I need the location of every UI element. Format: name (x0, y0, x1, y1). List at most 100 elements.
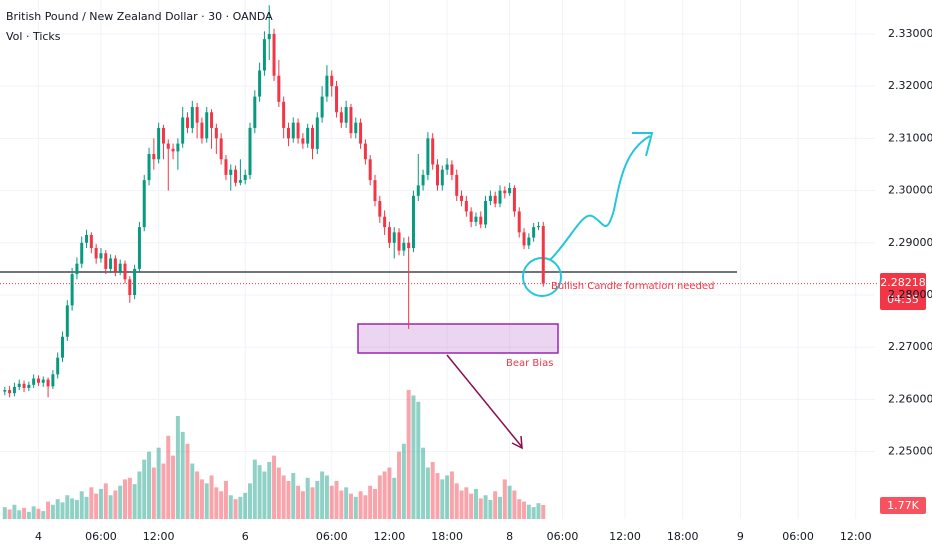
y-tick-label: 2.33000 (888, 27, 932, 40)
candle-body (522, 232, 526, 246)
candle-body (508, 187, 512, 194)
candle-body (171, 148, 175, 152)
volume-bar (507, 485, 512, 519)
volume-bar (469, 493, 474, 519)
volume-bar (127, 477, 132, 519)
volume-bar (449, 471, 454, 519)
annotation: Bear Bias (506, 358, 553, 369)
volume-bar (98, 488, 103, 519)
candle-body (392, 232, 396, 243)
candle-body (27, 384, 31, 388)
candle-body (397, 232, 401, 251)
candle-body (282, 101, 286, 128)
candle-body (349, 107, 353, 134)
x-tick-label: 06:00 (547, 530, 579, 543)
volume-bar (473, 488, 478, 519)
candle-body (359, 122, 363, 144)
volume-bar (416, 401, 421, 519)
x-tick-label: 12:00 (374, 530, 406, 543)
candle-body (306, 127, 310, 144)
candle-body (469, 211, 473, 222)
candle-body (339, 112, 343, 123)
candle-body (142, 180, 146, 228)
candle-body (8, 390, 12, 394)
volume-bar (2, 507, 7, 519)
volume-bar (315, 480, 320, 519)
candle-body (455, 174, 459, 196)
candle-body (378, 201, 382, 217)
volume-bar (406, 389, 411, 519)
volume-bar (36, 508, 41, 519)
candle-body (402, 242, 406, 251)
volume-bar (368, 485, 373, 519)
candle-body (368, 159, 372, 181)
volume-bar (151, 467, 156, 519)
candle-body (498, 190, 502, 204)
volume-bar (248, 483, 252, 519)
volume-bar (74, 499, 79, 519)
annotation: Bullish Candle formation needed (551, 281, 714, 292)
y-tick-label: 2.30000 (888, 184, 932, 197)
volume-bar (286, 480, 291, 519)
candle-body (363, 143, 367, 160)
candle-body (450, 164, 454, 175)
last-price-label: 2.28218 (880, 276, 926, 289)
candle-body (80, 242, 84, 264)
candle-body (70, 274, 74, 306)
volume-bar (84, 496, 89, 519)
volume-bar (190, 463, 195, 519)
candle-body (253, 96, 257, 128)
volume-bar (161, 463, 166, 519)
candle-body (474, 216, 478, 222)
volume-bar (204, 483, 209, 519)
candle-body (517, 211, 521, 233)
volume-bar (425, 467, 430, 519)
candle-body (161, 127, 165, 144)
volume-label: 1.77K (887, 499, 919, 512)
candle-body (22, 383, 26, 388)
x-tick-label: 8 (506, 530, 513, 543)
volume-bar (348, 493, 353, 519)
bull-path (549, 135, 651, 261)
volume-bar (209, 475, 214, 519)
candle-body (445, 164, 449, 170)
volume-bar (440, 479, 445, 519)
volume-bar (7, 509, 12, 519)
volume-box (880, 497, 926, 514)
bear-arrow-head (511, 435, 523, 450)
volume-bar (387, 467, 392, 519)
volume-bar (488, 499, 493, 519)
candle-body (51, 374, 55, 387)
bear-arrow (446, 354, 523, 448)
volume-bar (31, 506, 36, 519)
volume-bar (238, 496, 243, 519)
volume-bar (382, 471, 387, 519)
volume-bar (377, 475, 382, 519)
volume-bar (195, 471, 200, 519)
volume-bar (421, 447, 426, 519)
candle-body (229, 169, 233, 175)
volume-bar (228, 495, 233, 519)
y-tick-label: 2.27000 (888, 340, 932, 353)
volume-bar (392, 477, 397, 519)
volume-bar (531, 507, 536, 519)
volume-bar (108, 495, 113, 519)
volume-bar (171, 455, 176, 519)
candle-body (109, 258, 113, 269)
volume-bar (65, 495, 70, 519)
candle-body (354, 122, 358, 134)
candle-body (286, 127, 290, 139)
candle-body (387, 227, 391, 243)
candle-body (41, 379, 45, 383)
volume-bar (478, 498, 483, 519)
volume-bar (493, 491, 498, 519)
volume-bar (536, 503, 541, 519)
volume-bar (512, 490, 517, 519)
candle-body (89, 234, 93, 249)
x-tick-label: 12:00 (840, 530, 872, 543)
volume-bar (373, 488, 377, 519)
candle-body (238, 180, 242, 183)
volume-bar (517, 499, 522, 519)
candle-body (431, 138, 435, 165)
